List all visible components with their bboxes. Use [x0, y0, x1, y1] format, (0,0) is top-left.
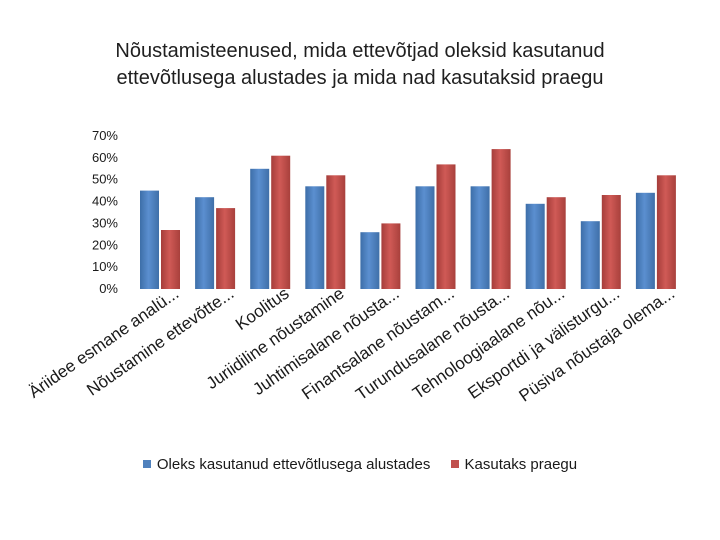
- bar-series-2-cat-2: [216, 208, 236, 289]
- bar-series-2-cat-4: [326, 175, 346, 289]
- bar-series-1-cat-1: [140, 190, 159, 289]
- bar-series-2-cat-10: [656, 175, 676, 289]
- bar-series-1-cat-5: [360, 232, 380, 289]
- bar-series-2-cat-3: [271, 155, 291, 289]
- y-tick-label: 60%: [92, 150, 118, 165]
- y-axis-tick-labels: 70% 60% 50% 40% 30% 20% 10% 0%: [92, 128, 118, 296]
- bar-series-2-cat-8: [546, 197, 566, 289]
- bar-series-1-cat-2: [195, 197, 215, 289]
- bar-series-2-cat-5: [381, 223, 401, 289]
- legend-label-series-2: Kasutaks praegu: [464, 455, 578, 473]
- chart-title: Nõustamisteenused, mida ettevõtjad oleks…: [40, 38, 680, 92]
- legend-swatch-series-2: [450, 460, 459, 468]
- y-tick-label: 70%: [92, 128, 118, 143]
- x-axis-category-labels: Äriidee esmane analü...Nõustamine ettevõ…: [25, 284, 678, 406]
- y-tick-label: 40%: [92, 194, 118, 209]
- bar-series-1-cat-4: [305, 186, 325, 289]
- legend-label-series-1: Oleks kasutanud ettevõtlusega alustades: [156, 455, 431, 473]
- bar-series-1-cat-8: [525, 203, 545, 289]
- legend-swatch-series-1: [142, 460, 151, 468]
- chart-title-line-2: ettevõtlusega alustades ja mida nad kasu…: [116, 67, 604, 89]
- chart-title-line-1: Nõustamisteenused, mida ettevõtjad oleks…: [115, 40, 605, 62]
- y-tick-label: 30%: [92, 215, 118, 230]
- bar-series-1-cat-10: [635, 192, 655, 289]
- bar-series-1-cat-6: [415, 186, 435, 289]
- bar-series-1-cat-3: [250, 168, 270, 289]
- y-tick-label: 10%: [92, 259, 118, 274]
- bar-series-2-cat-7: [491, 149, 511, 289]
- y-tick-label: 50%: [92, 172, 118, 187]
- legend-item-series-2: Kasutaks praegu: [450, 455, 578, 473]
- y-tick-label: 20%: [92, 237, 118, 252]
- y-tick-label: 0%: [99, 281, 118, 296]
- bar-series-2-cat-9: [601, 195, 621, 289]
- legend-item-series-1: Oleks kasutanud ettevõtlusega alustades: [142, 455, 431, 473]
- legend: Oleks kasutanud ettevõtlusega alustades …: [0, 455, 720, 473]
- bar-series-2-cat-1: [161, 230, 180, 289]
- bar-series-1-cat-7: [470, 186, 490, 289]
- bar-series: [140, 149, 676, 289]
- bar-series-1-cat-9: [580, 221, 600, 289]
- bar-series-2-cat-6: [436, 164, 456, 289]
